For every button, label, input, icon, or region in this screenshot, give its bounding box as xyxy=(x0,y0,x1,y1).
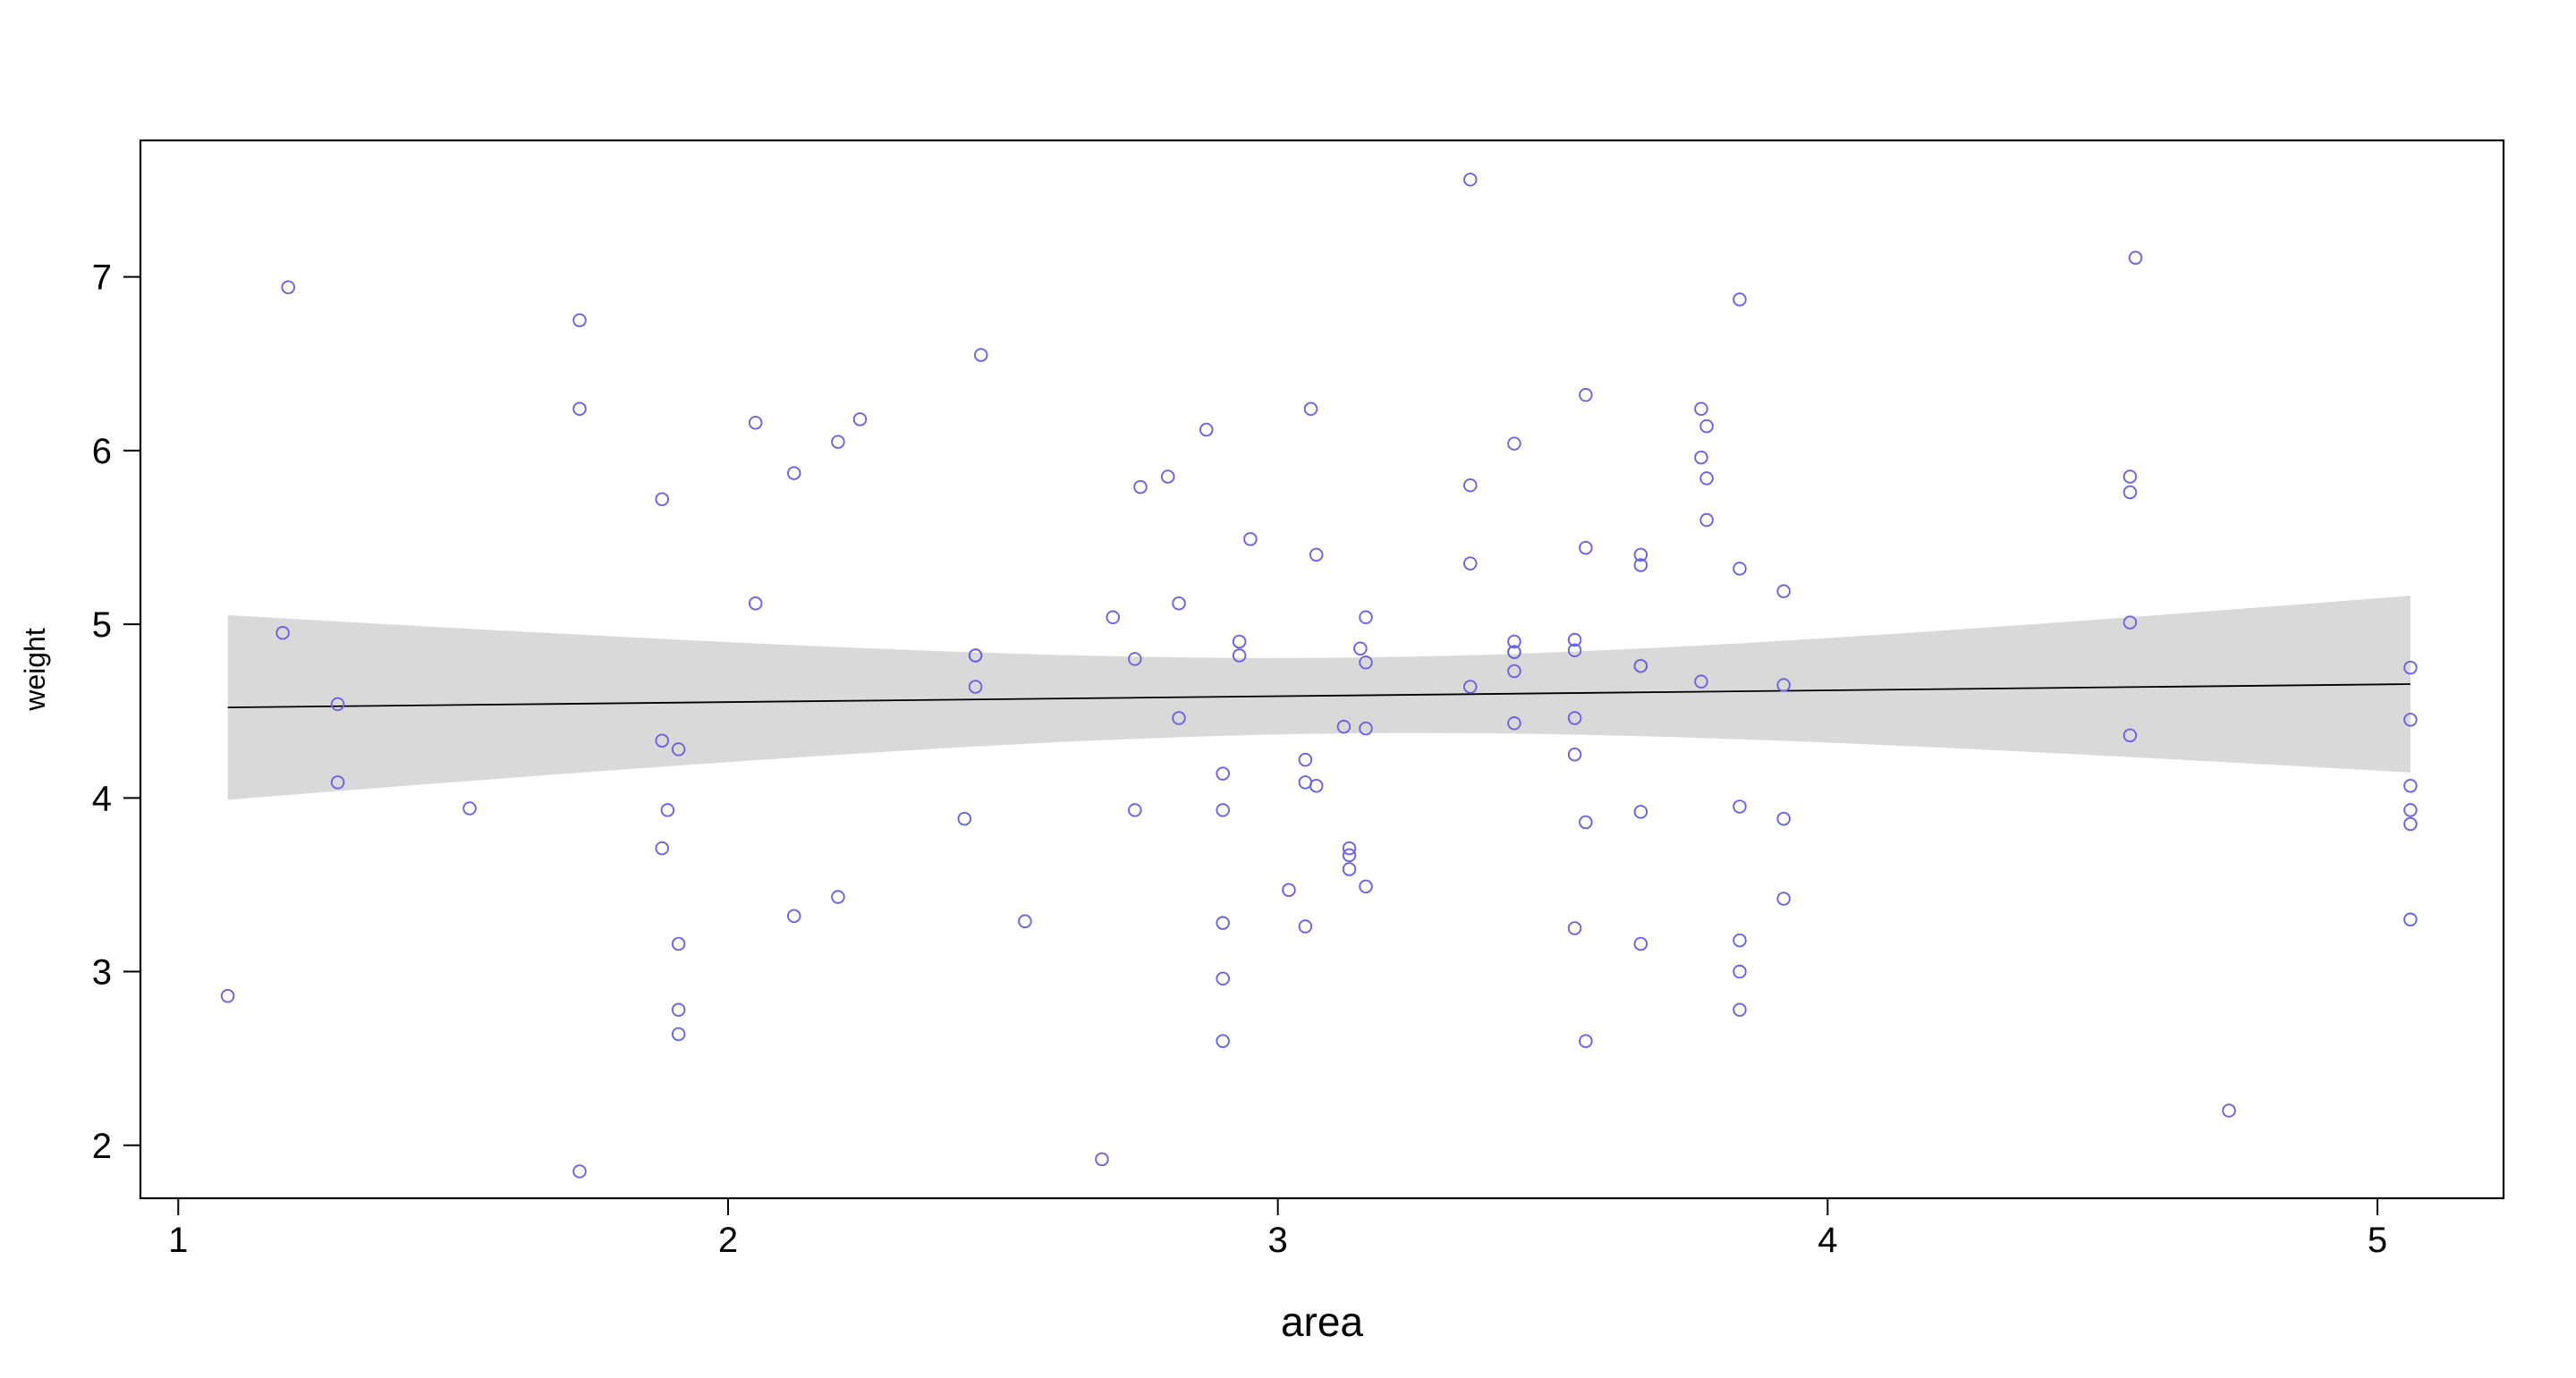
svg-text:4: 4 xyxy=(1818,1221,1837,1260)
svg-text:6: 6 xyxy=(92,432,112,471)
svg-text:4: 4 xyxy=(92,779,112,818)
svg-text:weight: weight xyxy=(19,628,51,712)
svg-text:5: 5 xyxy=(2368,1221,2387,1260)
svg-text:7: 7 xyxy=(92,258,112,298)
svg-text:2: 2 xyxy=(718,1221,738,1260)
svg-text:2: 2 xyxy=(92,1127,112,1166)
svg-text:3: 3 xyxy=(92,953,112,993)
svg-text:3: 3 xyxy=(1268,1221,1288,1260)
svg-text:area: area xyxy=(1281,1298,1363,1345)
svg-text:5: 5 xyxy=(92,605,112,645)
svg-text:1: 1 xyxy=(168,1221,188,1260)
